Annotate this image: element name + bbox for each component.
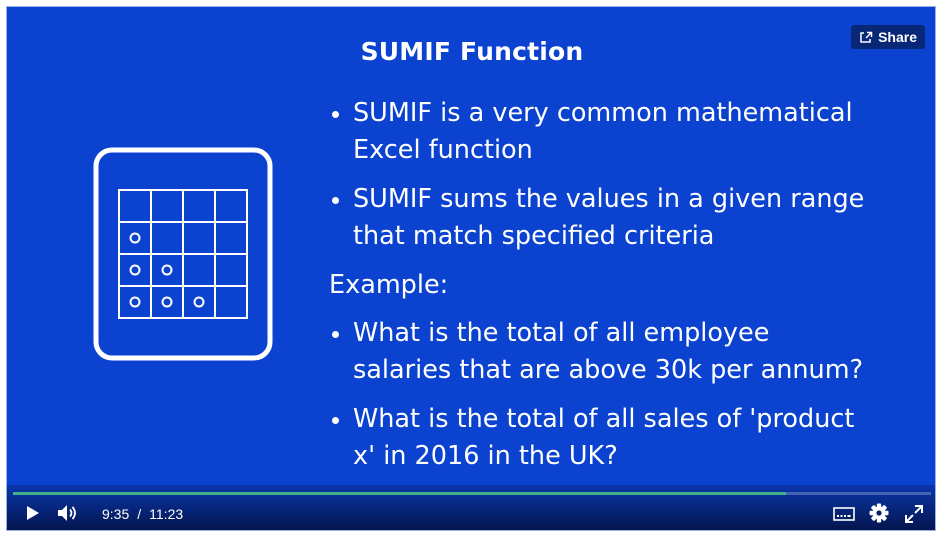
- gear-icon[interactable]: [869, 503, 889, 523]
- current-time: 9:35: [102, 506, 130, 522]
- play-icon[interactable]: [25, 505, 41, 521]
- bullet-line: that match specified criteria: [353, 221, 715, 251]
- bullet-line: What is the total of all sales of 'produ…: [353, 404, 855, 434]
- video-player[interactable]: Share SUMIF Function SUMIF is a very com…: [6, 6, 936, 531]
- slide-content: SUMIF is a very common mathematical Exce…: [329, 95, 919, 487]
- bullet-line: salaries that are above 30k per annum?: [353, 355, 864, 385]
- bullet-line: Excel function: [353, 135, 533, 165]
- example-bullet-item: What is the total of all sales of 'produ…: [329, 401, 919, 475]
- bullet-item: SUMIF sums the values in a given range t…: [329, 181, 919, 255]
- bullet-line: x' in 2016 in the UK?: [353, 441, 618, 471]
- progress-fill: [13, 492, 786, 495]
- example-label: Example:: [329, 270, 449, 300]
- captions-icon[interactable]: [833, 507, 855, 521]
- duration: 11:23: [149, 506, 184, 522]
- progress-bar[interactable]: [13, 492, 931, 495]
- example-bullet-item: What is the total of all employee salari…: [329, 315, 919, 389]
- share-icon: [860, 31, 873, 43]
- spreadsheet-grid-icon: [93, 147, 273, 361]
- share-button[interactable]: Share: [851, 25, 925, 49]
- bullet-line: SUMIF sums the values in a given range: [353, 184, 865, 214]
- time-separator: /: [137, 506, 142, 522]
- bullet-line: SUMIF is a very common mathematical: [353, 98, 853, 128]
- bullet-item: SUMIF is a very common mathematical Exce…: [329, 95, 919, 169]
- share-label: Share: [878, 29, 917, 45]
- player-controls: 9:35 / 11:23: [7, 485, 935, 530]
- time-display: 9:35 / 11:23: [102, 506, 183, 522]
- slide-title: SUMIF Function: [360, 37, 584, 66]
- bullet-line: What is the total of all employee: [353, 318, 770, 348]
- fullscreen-icon[interactable]: [905, 505, 923, 523]
- volume-icon[interactable]: [57, 504, 79, 522]
